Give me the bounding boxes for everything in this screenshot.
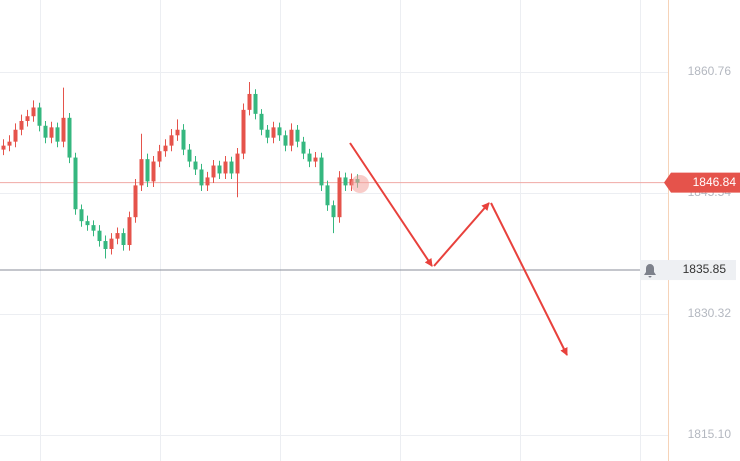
candle-body xyxy=(133,185,138,218)
candle-body xyxy=(55,127,60,142)
alert-price-label: 1835.85 xyxy=(683,262,727,276)
candle-body xyxy=(253,93,258,114)
candle-body xyxy=(127,217,132,246)
candle-body xyxy=(145,159,150,182)
candle-body xyxy=(109,238,114,249)
candle-body xyxy=(247,93,252,110)
candle-body xyxy=(31,107,36,117)
alert-badge xyxy=(640,260,736,281)
y-tick-label: 1860.76 xyxy=(688,64,732,78)
candle-body xyxy=(301,141,306,154)
y-tick-label: 1815.10 xyxy=(688,427,732,441)
candle-body xyxy=(43,125,48,138)
last-price-badge xyxy=(664,172,740,193)
horizontal-grid xyxy=(0,72,668,437)
forecast-arrow xyxy=(490,202,568,356)
candle-body xyxy=(259,113,264,130)
candle-body xyxy=(295,129,300,142)
candle-body xyxy=(91,225,96,231)
bell-icon xyxy=(644,264,656,278)
candles xyxy=(1,82,360,259)
candle-body xyxy=(325,185,330,206)
candle-body xyxy=(229,161,234,174)
candle-body xyxy=(199,169,204,186)
price-lines xyxy=(0,182,668,271)
candle-body xyxy=(103,241,108,249)
candle-body xyxy=(319,157,324,186)
candle-body xyxy=(271,127,276,138)
candle-body xyxy=(289,129,294,146)
candle-body xyxy=(205,177,210,186)
candle-body xyxy=(67,117,72,158)
candle-body xyxy=(79,209,84,222)
candle-body xyxy=(181,129,186,150)
candle-body xyxy=(121,233,126,246)
candle-body xyxy=(169,135,174,146)
candle-body xyxy=(1,145,6,150)
y-tick-label: 1830.32 xyxy=(688,306,732,320)
vertical-grid xyxy=(40,0,641,461)
candle-body xyxy=(97,230,102,242)
price-axis: 1815.101830.321845.541860.761835.851846.… xyxy=(640,64,740,441)
candle-body xyxy=(151,161,156,182)
forecast-arrows xyxy=(349,142,568,356)
last-price-label: 1846.84 xyxy=(693,175,737,189)
candle-body xyxy=(61,117,66,142)
candle-body xyxy=(337,177,342,218)
candle-body xyxy=(115,233,120,239)
candle-body xyxy=(85,221,90,226)
price-pulse xyxy=(351,175,369,193)
candle-body xyxy=(25,116,30,121)
candle-body xyxy=(73,157,78,210)
candle-body xyxy=(211,165,216,178)
forecast-arrow xyxy=(433,202,490,267)
candle-body xyxy=(19,120,24,130)
forecast-arrow xyxy=(349,142,433,267)
candle-body xyxy=(235,153,240,174)
candle-body xyxy=(157,151,162,162)
candle-body xyxy=(265,129,270,138)
candle-body xyxy=(187,149,192,162)
candle-body xyxy=(13,129,18,142)
candle-body xyxy=(223,161,228,174)
candle-body xyxy=(37,107,42,126)
candle-body xyxy=(193,161,198,170)
candle-body xyxy=(307,153,312,162)
candle-body xyxy=(217,165,222,174)
candle-body xyxy=(283,135,288,146)
candle-body xyxy=(7,141,12,146)
candle-body xyxy=(175,129,180,136)
candle-body xyxy=(241,109,246,154)
candle-body xyxy=(49,127,54,138)
candle-body xyxy=(331,205,336,218)
candle-body xyxy=(343,177,348,186)
candle-body xyxy=(277,127,282,136)
candle-body xyxy=(139,159,144,186)
candle-body xyxy=(163,145,168,152)
candle-body xyxy=(313,157,318,162)
